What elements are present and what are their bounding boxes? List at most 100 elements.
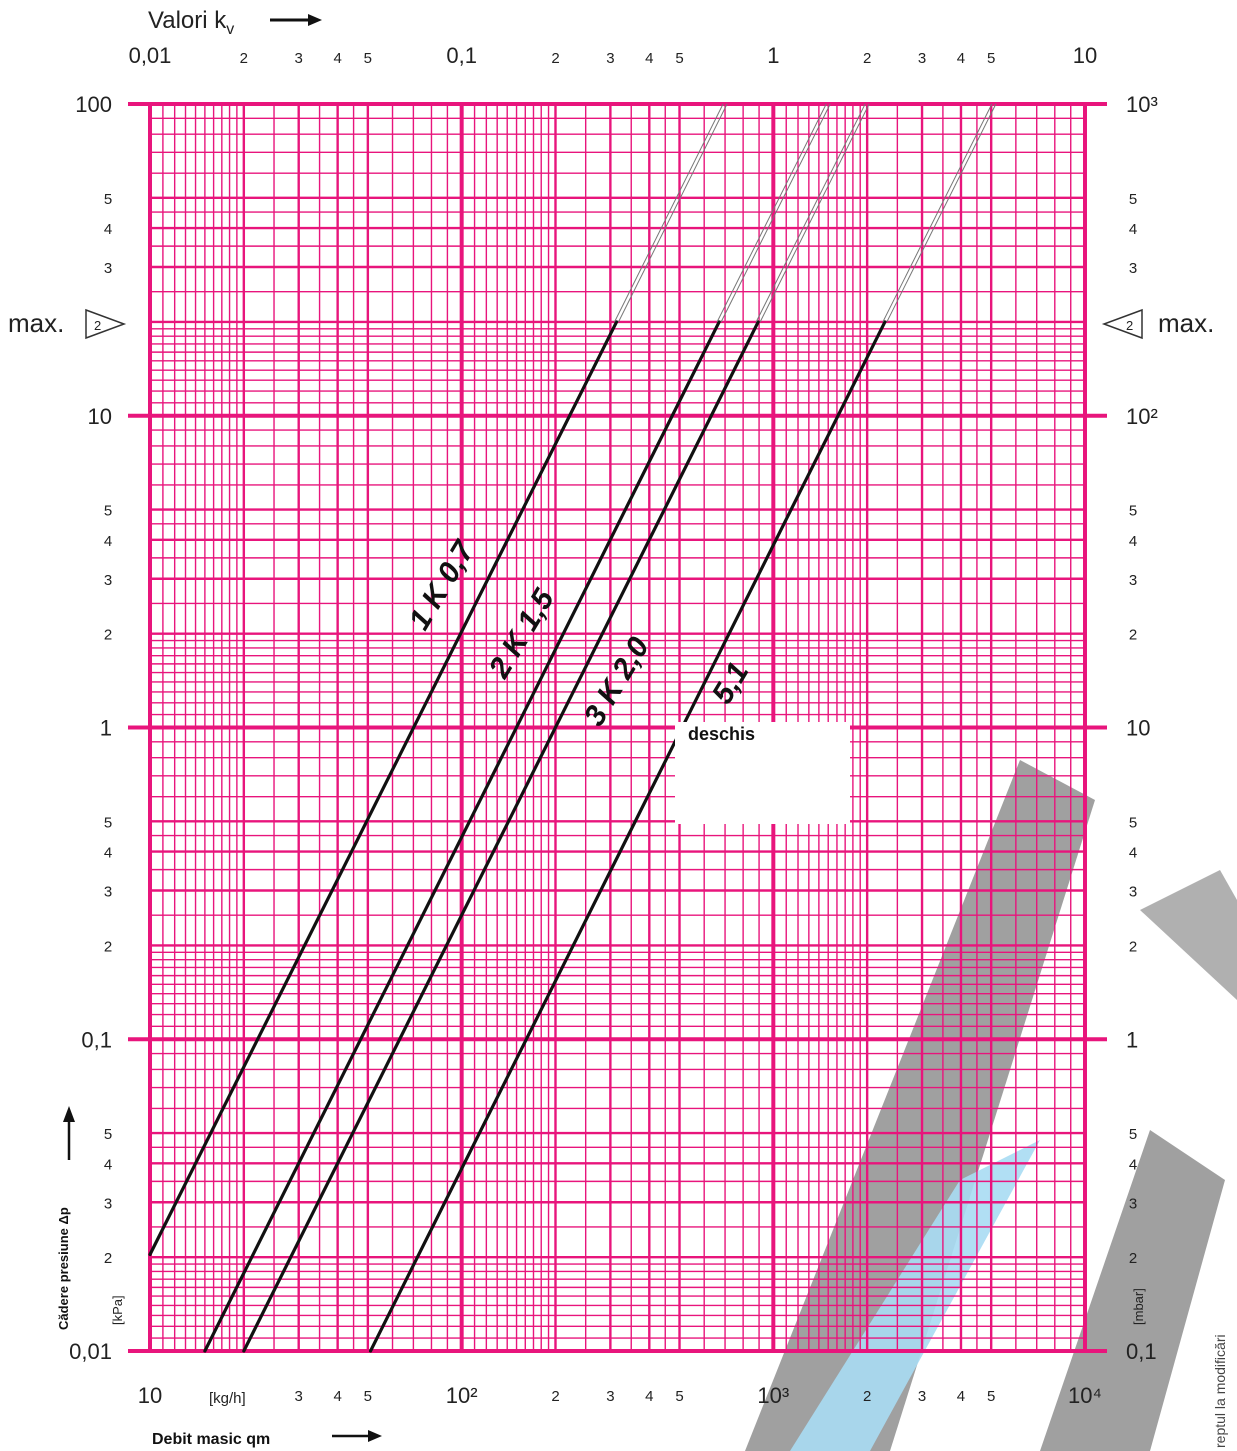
max-symbol-right: 2: [1126, 318, 1133, 333]
left-minor-tick-label: 3: [104, 1195, 112, 1212]
top-minor-tick-label: 2: [240, 50, 248, 67]
top-axis-title-main: Valori k: [148, 7, 227, 34]
right-minor-tick-label: 4: [1129, 1156, 1137, 1173]
top-major-tick-label: 1: [767, 43, 779, 68]
left-minor-tick-label: 3: [104, 884, 112, 901]
annotation-text: deschis: [688, 724, 755, 744]
right-major-tick-label: 0,1: [1126, 1339, 1157, 1364]
series-curve-extension-1: [614, 103, 728, 323]
bottom-minor-tick-label: 3: [295, 1388, 303, 1405]
top-minor-tick-label: 3: [606, 50, 614, 67]
series-extension-line: [716, 103, 827, 323]
right-minor-tick-label: 4: [1129, 533, 1137, 550]
series-extension-line: [759, 103, 870, 323]
right-major-tick-label: 10: [1126, 716, 1150, 741]
right-minor-tick-label: 4: [1129, 221, 1137, 238]
bottom-minor-tick-label: 4: [957, 1388, 965, 1405]
right-minor-tick-label: 5: [1129, 191, 1137, 208]
left-axis-arrow-icon: [63, 1106, 75, 1160]
bottom-minor-tick-label: 4: [645, 1388, 653, 1405]
series-extension-line: [618, 103, 728, 323]
top-axis-title: Valori kv: [148, 7, 234, 38]
left-major-tick-label: 10: [88, 404, 112, 429]
chart-curves: [148, 103, 997, 1353]
max-label-left: max.: [8, 308, 64, 338]
watermark-text: reptul la modificări: [1212, 1334, 1228, 1448]
bottom-axis-title: Debit masic qm: [152, 1431, 270, 1448]
top-minor-tick-label: 4: [333, 50, 341, 67]
bottom-minor-tick-label: 5: [987, 1388, 995, 1405]
top-major-tick-label: 10: [1073, 43, 1097, 68]
top-minor-tick-label: 5: [987, 50, 995, 67]
chart-grid: [128, 102, 1107, 1353]
series-extension-line: [614, 103, 724, 323]
bottom-axis-arrow-icon: [332, 1430, 382, 1442]
right-major-tick-label: 10³: [1126, 92, 1158, 117]
right-minor-tick-label: 3: [1129, 260, 1137, 277]
series-extension-line: [882, 103, 993, 323]
bottom-minor-tick-label: 4: [333, 1388, 341, 1405]
right-minor-tick-label: 2: [1129, 1250, 1137, 1267]
left-axis-title: Cădere presiune Δp: [56, 1207, 71, 1330]
top-minor-tick-label: 3: [918, 50, 926, 67]
left-minor-tick-label: 2: [104, 1250, 112, 1267]
top-minor-tick-label: 2: [551, 50, 559, 67]
top-major-tick-label: 0,1: [446, 43, 477, 68]
series-curve-3: [242, 320, 760, 1353]
right-major-tick-label: 1: [1126, 1027, 1138, 1052]
left-minor-tick-label: 2: [104, 627, 112, 644]
left-minor-tick-label: 5: [104, 503, 112, 520]
left-minor-tick-label: 2: [104, 938, 112, 955]
left-minor-tick-label: 3: [104, 572, 112, 589]
bottom-minor-tick-label: 5: [364, 1388, 372, 1405]
bottom-major-tick-label: 10⁴: [1068, 1383, 1102, 1408]
max-triangle-left-icon: [85, 308, 127, 340]
series-curve-1: [148, 320, 619, 1257]
top-major-tick-label: 0,01: [129, 43, 172, 68]
series-curve-extension-3: [755, 103, 870, 323]
right-minor-tick-label: 2: [1129, 627, 1137, 644]
bottom-minor-tick-label: 2: [551, 1388, 559, 1405]
right-minor-tick-label: 2: [1129, 938, 1137, 955]
top-minor-tick-label: 2: [863, 50, 871, 67]
left-minor-tick-label: 4: [104, 533, 112, 550]
max-triangle-right-icon: [1101, 308, 1143, 340]
series-curve-2: [203, 320, 721, 1353]
series-extension-line: [886, 103, 997, 323]
top-axis-title-sub: v: [226, 21, 234, 38]
left-minor-tick-label: 3: [104, 260, 112, 277]
top-minor-tick-label: 3: [295, 50, 303, 67]
series-curve-4: [368, 320, 887, 1353]
right-minor-tick-label: 4: [1129, 845, 1137, 862]
right-minor-tick-label: 5: [1129, 503, 1137, 520]
bottom-major-tick-label: 10³: [757, 1383, 789, 1408]
bottom-minor-tick-label: 3: [918, 1388, 926, 1405]
left-major-tick-label: 0,1: [81, 1027, 112, 1052]
left-minor-tick-label: 5: [104, 1126, 112, 1143]
max-symbol-left: 2: [94, 318, 101, 333]
right-minor-tick-label: 5: [1129, 1126, 1137, 1143]
left-minor-tick-label: 4: [104, 221, 112, 238]
bottom-major-tick-label: 10²: [446, 1383, 478, 1408]
series-curve-extension-2: [716, 103, 831, 323]
annotation-box: [675, 722, 850, 824]
left-minor-tick-label: 5: [104, 191, 112, 208]
bottom-minor-tick-label: 3: [606, 1388, 614, 1405]
max-label-right: max.: [1158, 308, 1214, 338]
left-minor-tick-label: 4: [104, 1156, 112, 1173]
left-major-tick-label: 0,01: [69, 1339, 112, 1364]
right-minor-tick-label: 3: [1129, 572, 1137, 589]
series-extension-line: [720, 103, 831, 323]
left-major-tick-label: 100: [75, 92, 112, 117]
bottom-minor-tick-label: 2: [863, 1388, 871, 1405]
right-major-tick-label: 10²: [1126, 404, 1158, 429]
right-axis-unit: [mbar]: [1131, 1288, 1146, 1325]
left-major-tick-label: 1: [100, 716, 112, 741]
left-minor-tick-label: 5: [104, 814, 112, 831]
bottom-major-tick-label: 10: [138, 1383, 162, 1408]
left-axis-unit: [kPa]: [110, 1295, 125, 1325]
max-marker-left: max. 2: [8, 308, 127, 340]
series-extension-line: [755, 103, 866, 323]
right-minor-tick-label: 5: [1129, 814, 1137, 831]
